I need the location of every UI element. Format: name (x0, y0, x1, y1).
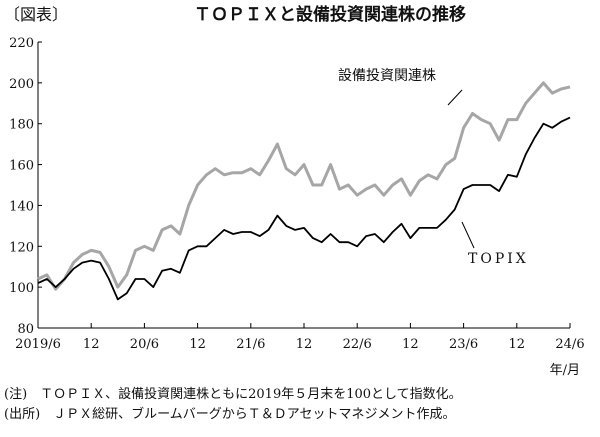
x-tick-label: 24/6 (555, 337, 584, 352)
x-tick-label: 22/6 (343, 337, 372, 352)
series-line (37, 116, 571, 301)
y-tick-label: 80 (17, 322, 34, 337)
series-label: TOPIX (468, 251, 529, 267)
x-tick-label: 12 (189, 337, 206, 352)
x-tick-label: 21/6 (236, 337, 265, 352)
y-tick-label: 200 (9, 77, 34, 92)
series-line (37, 81, 571, 291)
chart-title: ＴＯＰＩＸと設備投資関連株の推移 (194, 4, 466, 25)
source: (出所) ＪＰＸ総研、ブルームバーグからＴ＆Ｄアセットマネジメント作成。 (4, 406, 456, 422)
y-tick-label: 140 (9, 199, 34, 214)
x-tick-label: 12 (509, 337, 526, 352)
x-tick-label: 23/6 (449, 337, 478, 352)
x-tick-label: 12 (296, 337, 313, 352)
y-tick-label: 180 (9, 118, 34, 133)
y-tick-label: 120 (9, 240, 34, 255)
note: (注) ＴＯＰＩＸ、設備投資関連株ともに2019年５月末を100として指数化。 (4, 386, 462, 402)
x-tick-label: 12 (83, 337, 100, 352)
x-tick-label: 20/6 (130, 337, 159, 352)
series-label: 設備投資関連株 (338, 68, 436, 84)
figure-label: 〔図表〕 (4, 5, 68, 24)
x-unit: 年/月 (550, 363, 580, 378)
y-tick-label: 100 (9, 281, 34, 296)
y-tick-label: 160 (9, 159, 34, 174)
x-tick-label: 2019/6 (15, 337, 61, 352)
leader-line (447, 89, 463, 106)
leader-line (461, 221, 475, 249)
y-tick-label: 220 (9, 36, 34, 51)
x-tick-label: 12 (402, 337, 419, 352)
